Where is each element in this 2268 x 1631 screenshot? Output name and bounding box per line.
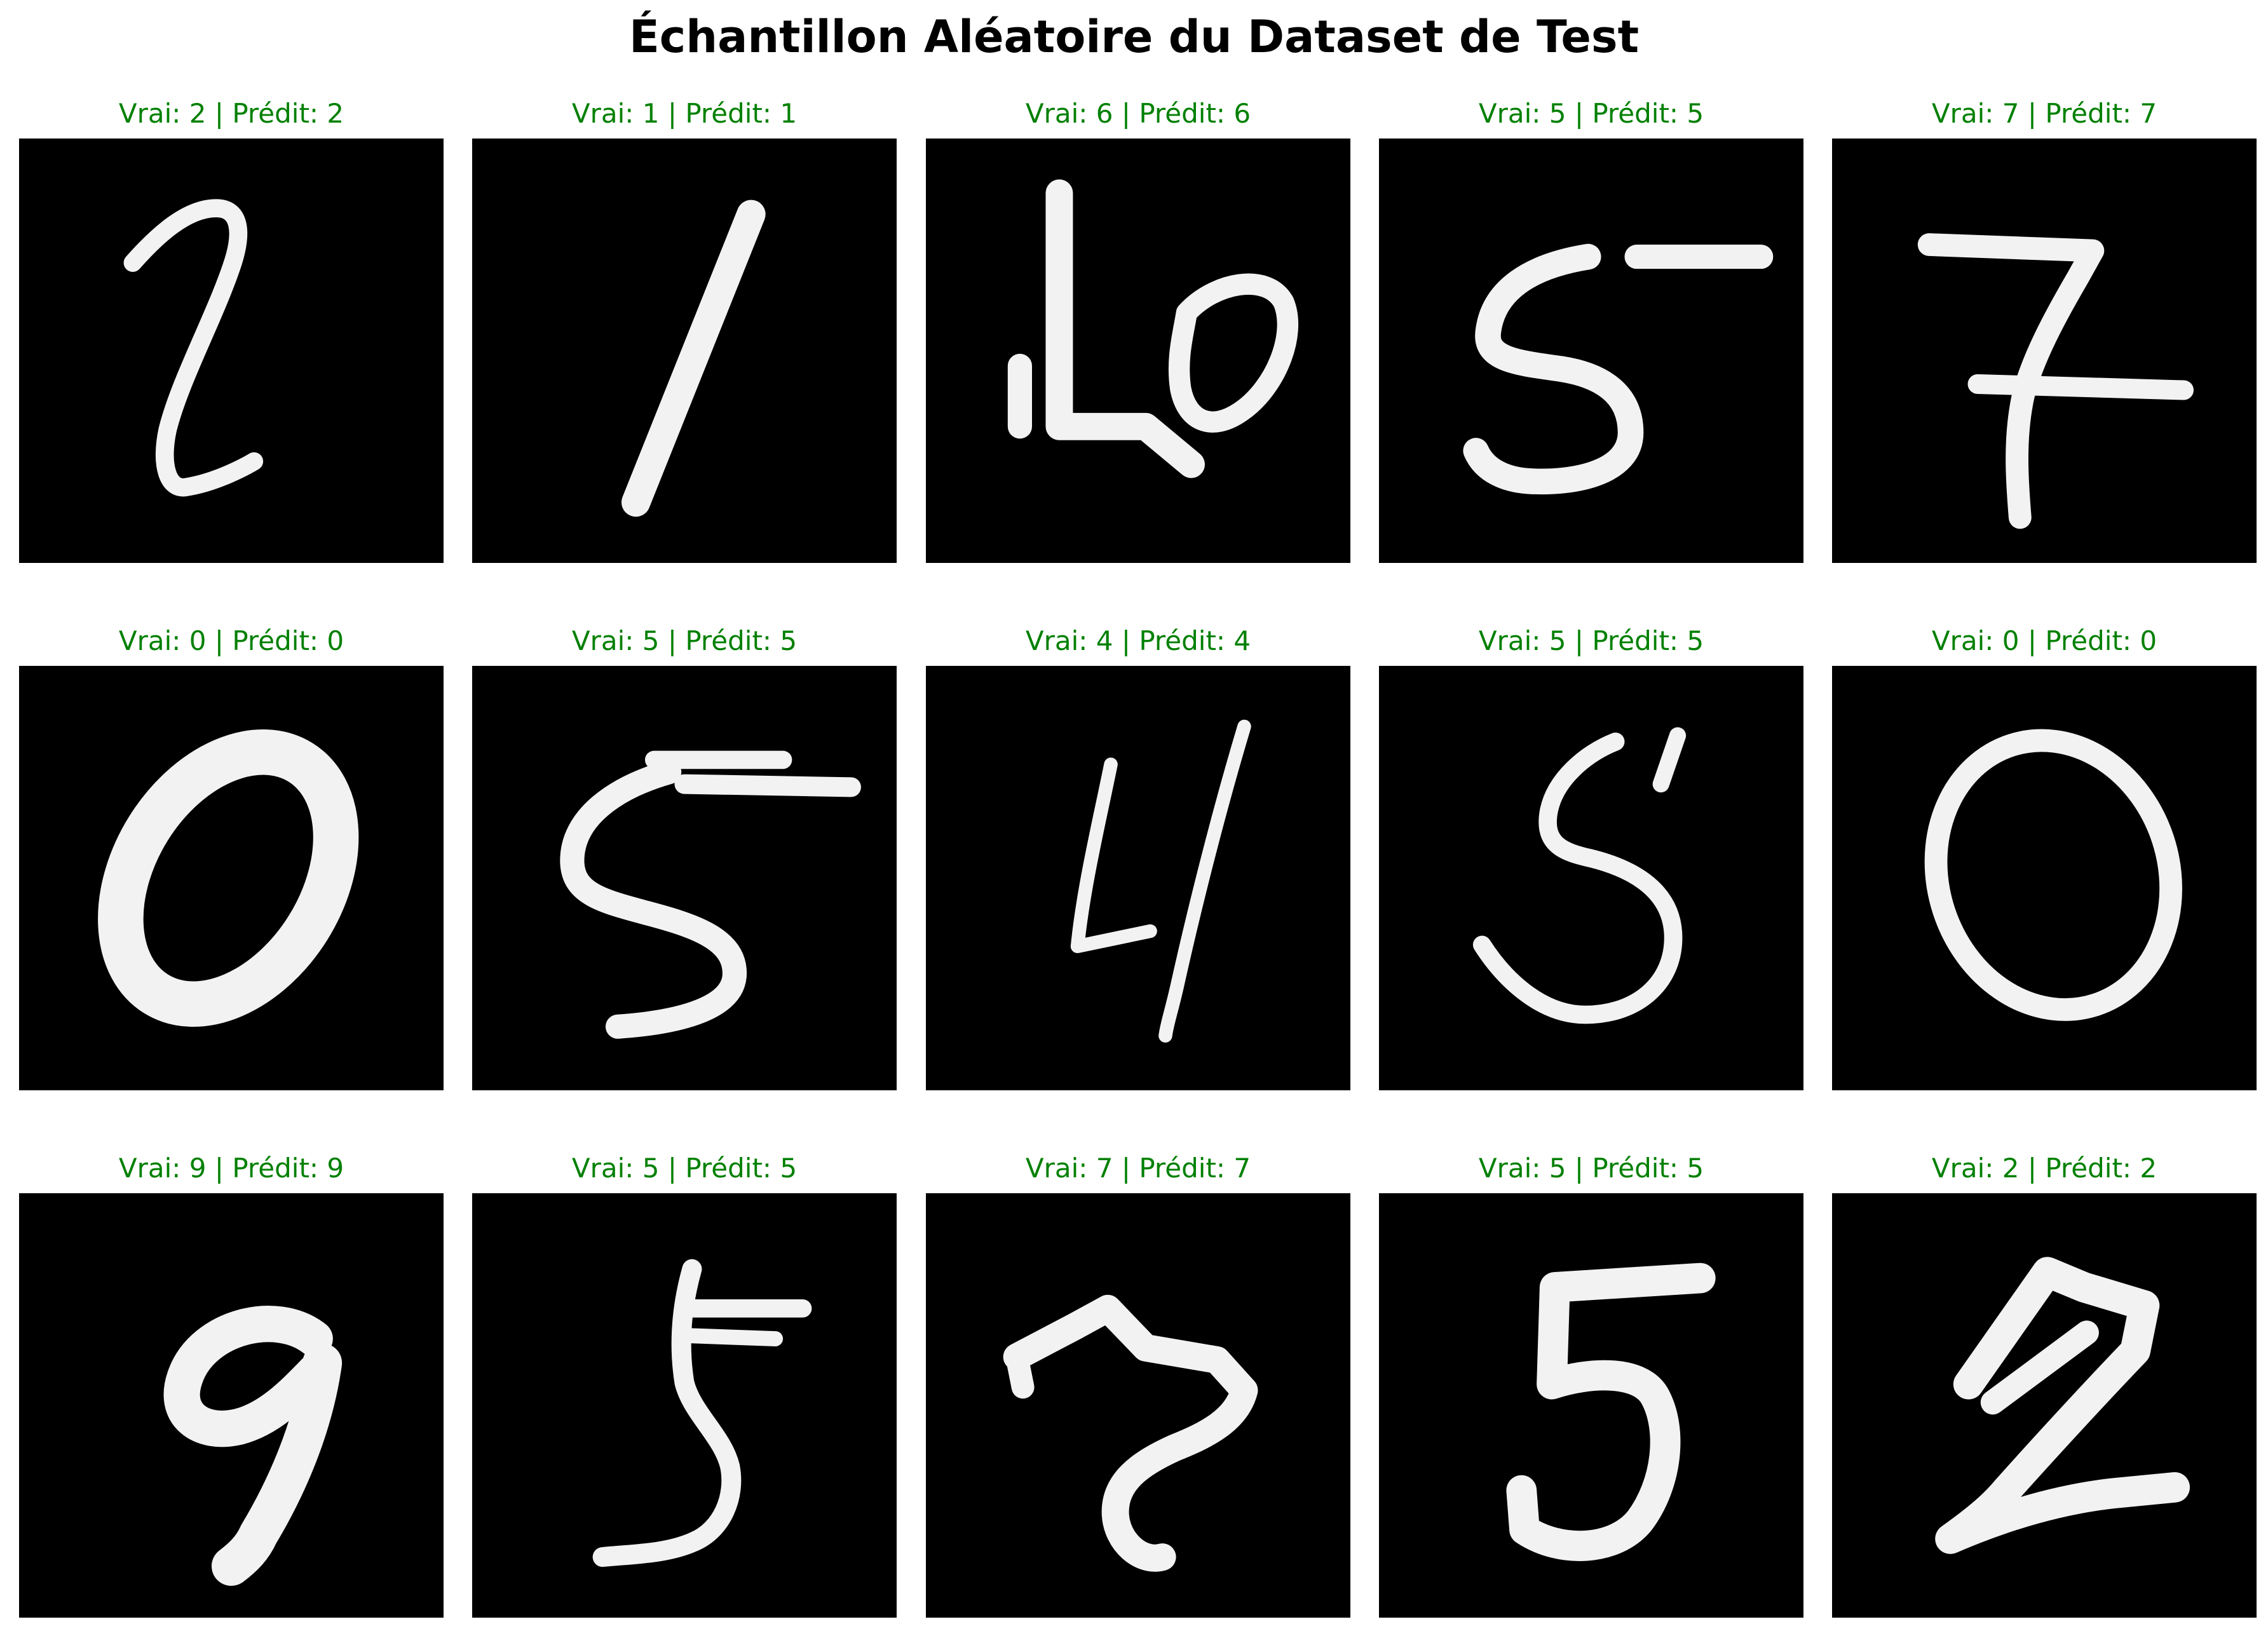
sample-caption: Vrai: 5 | Prédit: 5 (571, 625, 798, 656)
sample-caption: Vrai: 4 | Prédit: 4 (1025, 625, 1251, 656)
digit-image (472, 1193, 897, 1618)
digit-image (1832, 1193, 2257, 1618)
digit-image (472, 139, 897, 563)
digit-image (926, 666, 1350, 1090)
sample-caption: Vrai: 0 | Prédit: 0 (118, 625, 344, 656)
sample-caption: Vrai: 2 | Prédit: 2 (1931, 1153, 2157, 1184)
figure-title: Échantillon Aléatoire du Dataset de Test (628, 11, 1640, 63)
sample-caption: Vrai: 7 | Prédit: 7 (1025, 1153, 1251, 1184)
sample-caption: Vrai: 6 | Prédit: 6 (1025, 98, 1251, 129)
digit-image (926, 139, 1350, 563)
digit-image (1832, 139, 2257, 563)
sample-caption: Vrai: 0 | Prédit: 0 (1931, 625, 2157, 656)
sample-caption: Vrai: 5 | Prédit: 5 (571, 1153, 798, 1184)
sample-caption: Vrai: 1 | Prédit: 1 (571, 98, 798, 129)
digit-image (19, 666, 444, 1090)
sample-caption: Vrai: 2 | Prédit: 2 (118, 98, 344, 129)
digit-image (1379, 139, 1803, 563)
digit-image (1379, 666, 1803, 1090)
sample-caption: Vrai: 5 | Prédit: 5 (1478, 1153, 1704, 1184)
digit-image (1832, 666, 2257, 1090)
sample-caption: Vrai: 5 | Prédit: 5 (1478, 98, 1704, 129)
digit-image (19, 1193, 444, 1618)
sample-caption: Vrai: 5 | Prédit: 5 (1478, 625, 1704, 656)
sample-caption: Vrai: 7 | Prédit: 7 (1931, 98, 2157, 129)
digit-image (1379, 1193, 1803, 1618)
sample-caption: Vrai: 9 | Prédit: 9 (118, 1153, 344, 1184)
digit-image (472, 666, 897, 1090)
digit-image (926, 1193, 1350, 1618)
digit-image (19, 139, 444, 563)
